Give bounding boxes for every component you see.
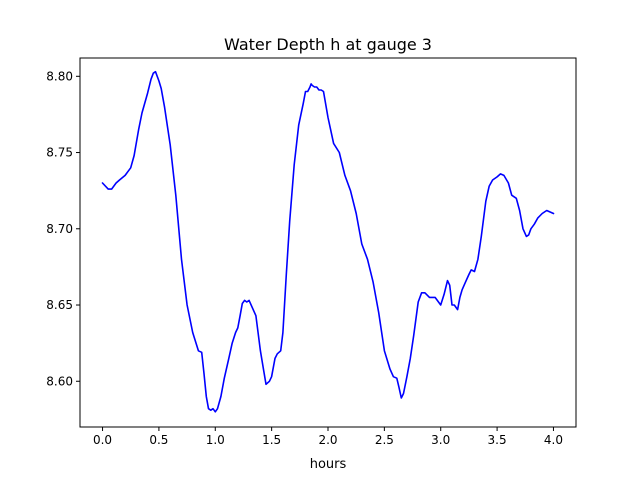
plot-area (101, 70, 555, 413)
axes-frame (79, 57, 577, 428)
series-line (101, 70, 555, 413)
y-tick-label: 8.80 (46, 69, 73, 83)
x-tick-label: 3.5 (488, 433, 507, 447)
x-tick-label: 1.0 (206, 433, 225, 447)
y-tick-label: 8.65 (46, 298, 73, 312)
x-tick-label: 2.5 (375, 433, 394, 447)
y-tick-label: 8.70 (46, 222, 73, 236)
y-tick-label: 8.75 (46, 146, 73, 160)
y-tick-label: 8.60 (46, 374, 73, 388)
x-tick-label: 0.5 (149, 433, 168, 447)
y-axis-ticks: 8.60 8.65 8.70 8.75 8.80 (46, 69, 80, 388)
x-tick-label: 0.0 (93, 433, 112, 447)
x-tick-label: 3.0 (431, 433, 450, 447)
x-tick-label: 2.0 (318, 433, 337, 447)
x-tick-label: 4.0 (544, 433, 563, 447)
x-tick-label: 1.5 (262, 433, 281, 447)
chart-title: Water Depth h at gauge 3 (224, 35, 432, 54)
x-axis-ticks: 0.0 0.5 1.0 1.5 2.0 2.5 3.0 3.5 4.0 (93, 427, 563, 447)
x-axis-label: hours (310, 457, 347, 472)
